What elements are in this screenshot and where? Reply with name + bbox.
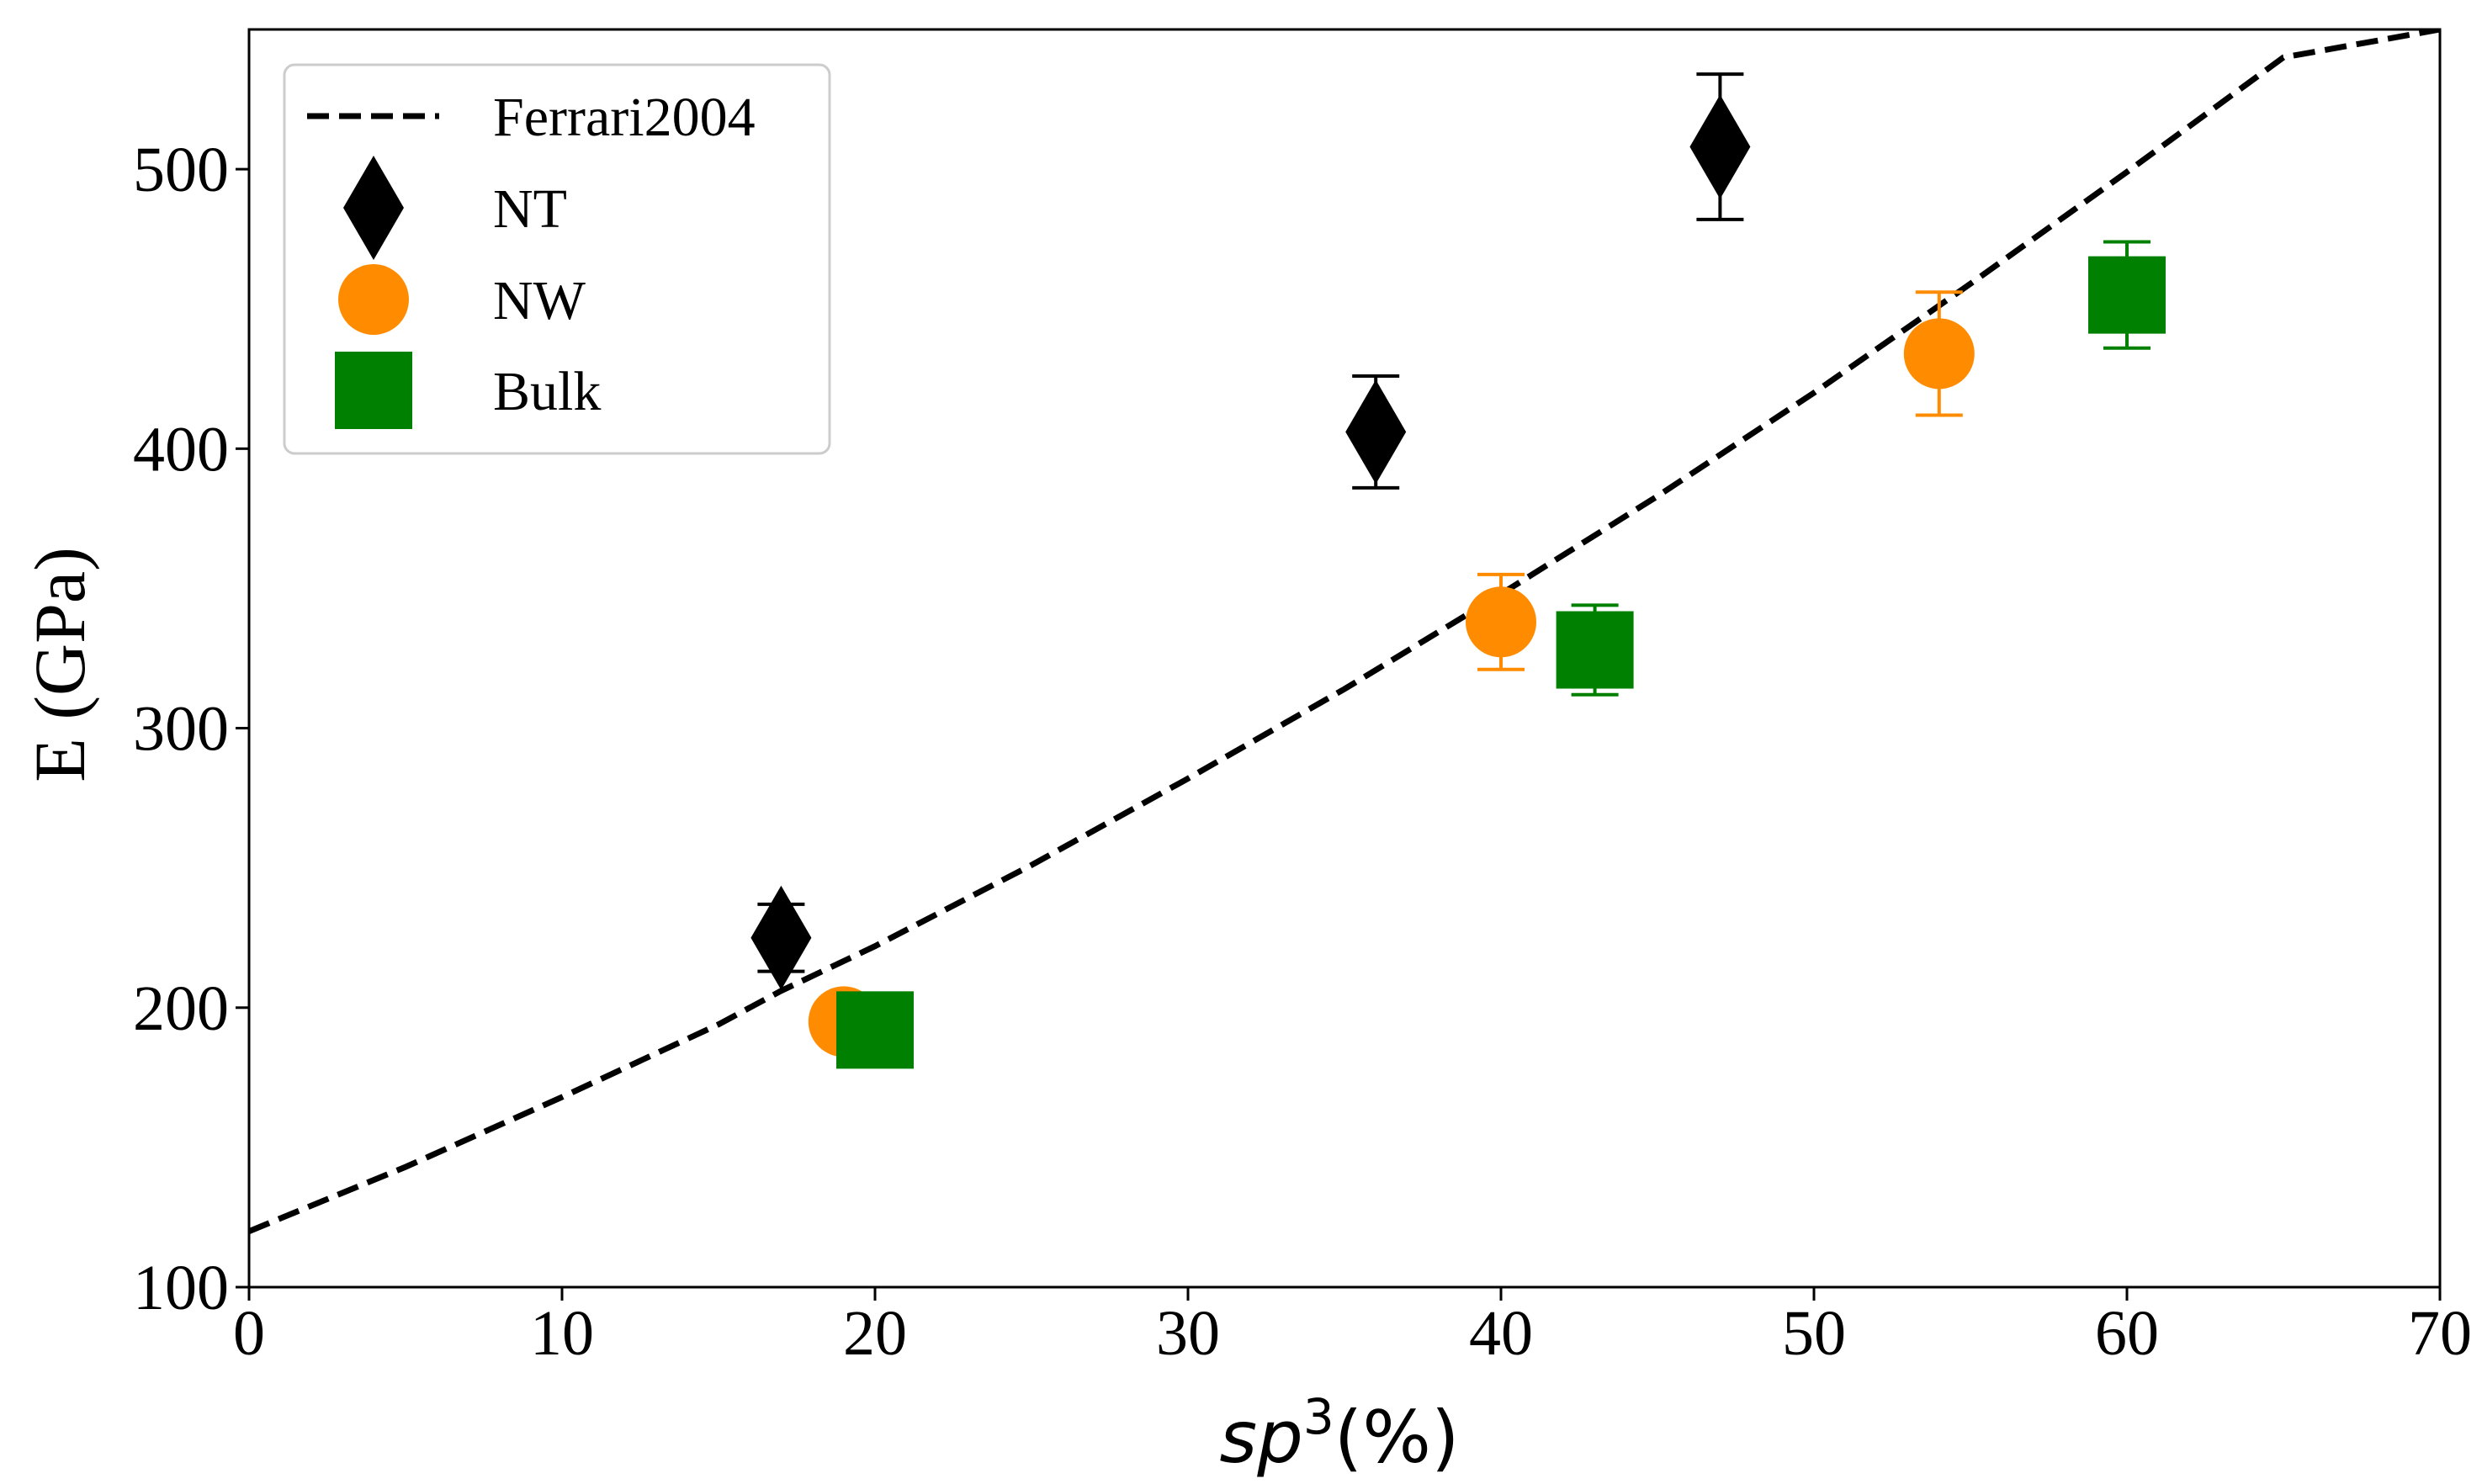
plot-area [249, 29, 2440, 1234]
x-axis-label-superscript: 3 [1303, 1388, 1334, 1445]
legend-item-nw: NW [338, 264, 586, 335]
legend-frame [283, 63, 831, 455]
x-tick-label: 0 [233, 1298, 265, 1369]
data-point-nt [750, 885, 812, 990]
data-point-bulk [836, 991, 914, 1069]
legend-label: Ferrari2004 [493, 87, 756, 148]
y-axis-ticks: 100 200 300 400 500 [133, 135, 249, 1323]
legend-swatch-circle [338, 264, 409, 335]
legend-swatch-square [335, 352, 412, 429]
x-tick-label: 50 [1782, 1298, 1846, 1369]
x-axis-ticks: 0 10 20 30 40 50 60 70 [233, 1287, 2472, 1369]
data-point-nt [1345, 379, 1407, 485]
x-axis-label-unit: (%) [1334, 1396, 1460, 1480]
data-point-nw [1466, 586, 1536, 658]
legend-label: NT [493, 178, 567, 240]
plot-frame [247, 28, 2442, 1289]
fit-line-ferrari2004 [249, 29, 2440, 1234]
legend-swatch-diamond [343, 156, 404, 260]
x-tick-label: 30 [1156, 1298, 1220, 1369]
x-axis-label: sp3(%) [1219, 1388, 1459, 1480]
data-point-nw [1903, 318, 1975, 390]
legend-item-ferrari2004: Ferrari2004 [307, 87, 756, 148]
y-tick-label: 100 [133, 1253, 229, 1323]
x-axis-label-base: sp [1219, 1396, 1302, 1480]
legend-label: NW [493, 270, 586, 331]
y-axis-label: E (GPa) [19, 547, 100, 782]
x-tick-label: 10 [530, 1298, 594, 1369]
legend-item-nt: NT [343, 156, 567, 260]
series-nt [750, 72, 1751, 990]
data-point-nt [1689, 94, 1751, 199]
legend-label: Bulk [493, 361, 601, 422]
x-tick-label: 60 [2095, 1298, 2159, 1369]
x-tick-label: 20 [843, 1298, 907, 1369]
series-bulk [836, 240, 2166, 1069]
data-point-bulk [1556, 611, 1634, 689]
data-point-bulk [2088, 256, 2166, 334]
x-tick-label: 40 [1469, 1298, 1533, 1369]
y-tick-label: 300 [133, 694, 229, 765]
legend-item-bulk: Bulk [335, 352, 601, 429]
y-tick-label: 400 [133, 414, 229, 485]
y-tick-label: 200 [133, 973, 229, 1044]
legend: Ferrari2004 NT NW Bulk [283, 63, 831, 455]
y-tick-label: 500 [133, 135, 229, 205]
x-tick-label: 70 [2408, 1298, 2472, 1369]
